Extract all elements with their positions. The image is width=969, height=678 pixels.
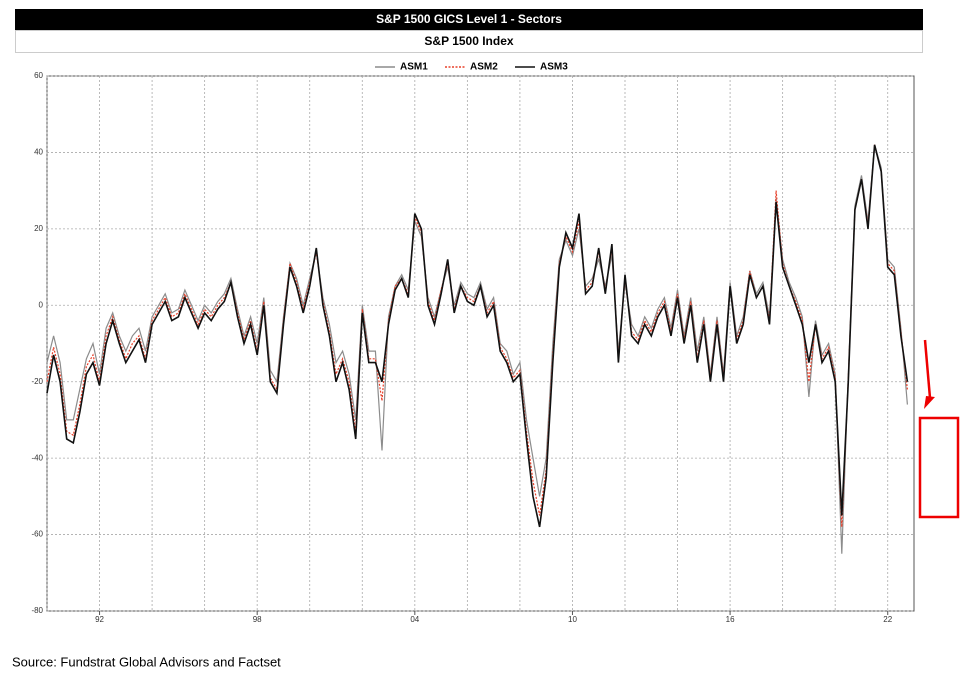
y-tick-label: -60 — [31, 530, 43, 539]
source: Source: Fundstrat Global Advisors and Fa… — [12, 654, 281, 669]
plot-frame — [46, 75, 915, 612]
y-tick-label: 40 — [34, 148, 43, 157]
y-tick-label: -40 — [31, 453, 43, 462]
y-tick-label: 60 — [34, 71, 43, 80]
series-line — [46, 144, 909, 528]
x-tick-label: 92 — [95, 615, 104, 624]
annotation-box — [918, 416, 960, 519]
legend-label: ASM2 — [470, 62, 498, 73]
annotation-arrowhead — [924, 396, 935, 409]
y-tick-label: 0 — [39, 300, 44, 309]
y-tick-label: 20 — [34, 224, 43, 233]
x-tick-label: 22 — [883, 615, 892, 624]
series-line — [46, 144, 908, 554]
x-tick-label: 04 — [410, 615, 419, 624]
series-line — [46, 144, 908, 527]
legend-label: ASM3 — [540, 62, 568, 73]
x-tick-label: 10 — [568, 615, 577, 624]
x-tick-label: 98 — [253, 615, 262, 624]
y-tick-label: -20 — [31, 377, 43, 386]
x-tick-label: 16 — [726, 615, 735, 624]
title-bar — [15, 9, 923, 30]
annotation-arrow — [923, 339, 932, 399]
subtitle-bar — [15, 30, 923, 53]
chart-subtitle: S&P 1500 Index — [424, 34, 513, 48]
y-tick-label: -80 — [31, 606, 43, 615]
legend-label: ASM1 — [400, 62, 428, 73]
chart-title: S&P 1500 GICS Level 1 - Sectors — [376, 12, 562, 26]
